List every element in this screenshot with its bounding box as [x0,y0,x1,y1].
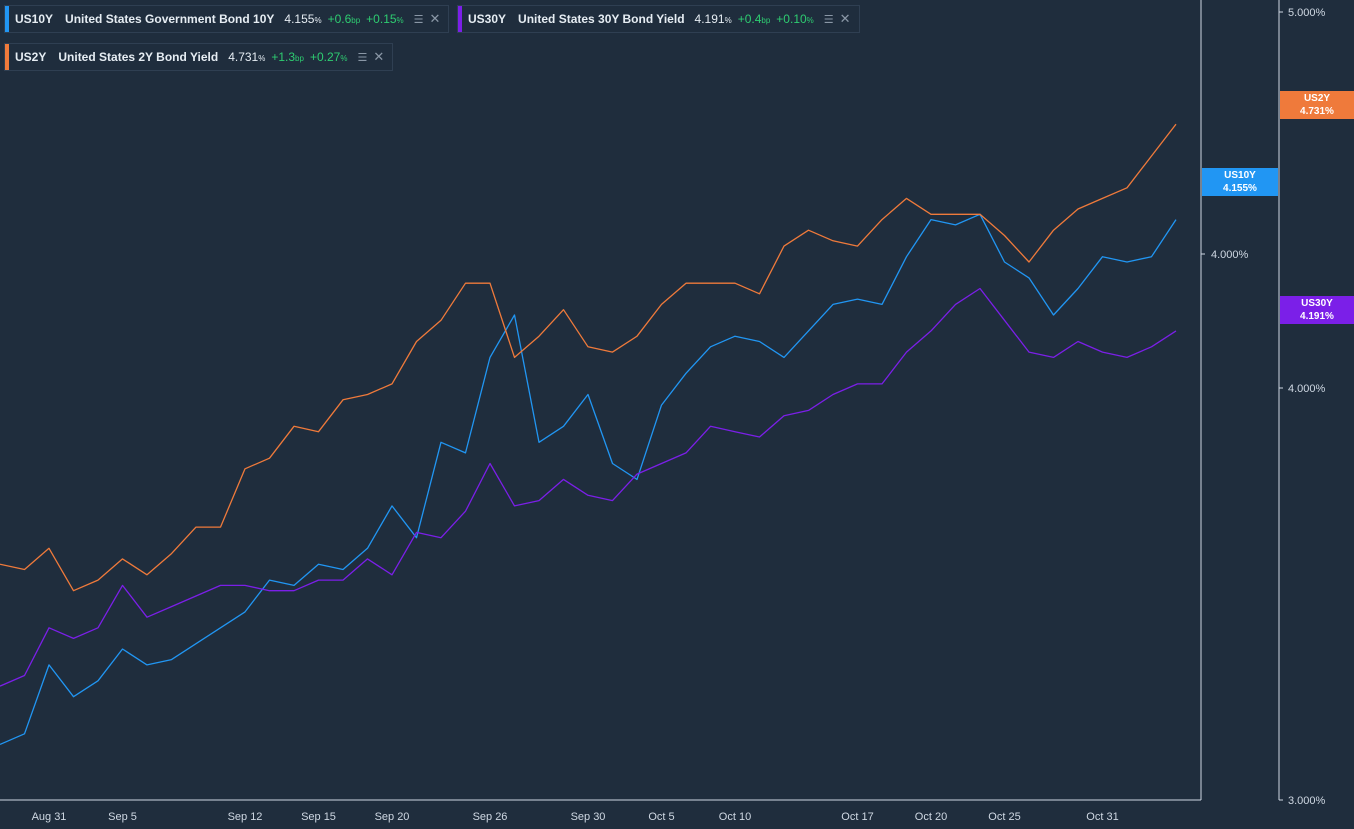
price-tag-us2y-symbol: US2Y [1303,93,1331,104]
price-tag-us30y-symbol: US30Y [1301,298,1333,309]
outer-axis-tick-label: 5.000% [1288,7,1326,19]
close-icon[interactable]: ✕ [839,11,851,26]
x-tick-label: Oct 20 [915,811,947,823]
legend-us10y-change-pct: +0.15% [366,12,404,26]
outer-axis-tick-label: 4.000% [1288,383,1326,395]
series-line-us30y[interactable] [0,287,1177,687]
x-tick-label: Sep 26 [473,811,508,823]
close-icon[interactable]: ✕ [373,49,385,64]
legend-us10y-name: United States Government Bond 10Y [65,12,275,26]
series-line-us2y[interactable] [0,123,1177,592]
price-tag-us30y: US30Y 4.191% [1280,296,1354,324]
legend-us2y-symbol[interactable]: US2Y [15,50,47,64]
legend-us30y-swatch [458,6,462,32]
settings-icon[interactable]: ☰ [413,13,424,26]
series-line-us10y[interactable] [0,213,1177,745]
x-tick-label: Oct 10 [719,811,751,823]
x-tick-label: Sep 5 [108,811,137,823]
legend-us30y-name: United States 30Y Bond Yield [518,12,685,26]
legend-us30y-value: 4.191% [694,12,732,26]
price-tag-us2y: US2Y 4.731% [1280,91,1354,119]
x-tick-label: Aug 31 [32,811,67,823]
time-axis[interactable]: Aug 31 Sep 5 Sep 12 Sep 15 Sep 20 Sep 26 Sep 3… [32,811,1119,823]
inner-axis-tick-label: 4.000% [1211,249,1249,261]
legend-us30y-change-pct: +0.10% [776,12,814,26]
settings-icon[interactable]: ☰ [357,51,368,64]
legend-us30y-symbol[interactable]: US30Y [468,12,507,26]
x-tick-label: Sep 15 [301,811,336,823]
legend-us10y-swatch [5,6,9,32]
legend-us2y-change-pct: +0.27% [309,50,348,64]
legend-us10y-change-bp: +0.6bp [327,12,361,26]
close-icon[interactable]: ✕ [429,11,441,26]
x-tick-label: Oct 31 [1086,811,1118,823]
inner-price-axis[interactable]: 4.000% [1201,249,1249,261]
x-tick-label: Sep 30 [571,811,606,823]
legend-us2y-swatch [5,44,9,70]
x-tick-label: Oct 17 [841,811,873,823]
legend-us10y[interactable]: US10Y United States Government Bond 10Y … [4,5,450,33]
legend-us2y[interactable]: US2Y United States 2Y Bond Yield 4.731% … [4,43,394,71]
plot-lines [0,123,1177,745]
x-tick-label: Sep 12 [228,811,263,823]
outer-axis-tick-label: 3.000% [1288,795,1326,807]
legend-us10y-symbol[interactable]: US10Y [15,12,54,26]
x-tick-label: Sep 20 [375,811,410,823]
legend-us2y-name: United States 2Y Bond Yield [58,50,219,64]
legend-us10y-value: 4.155% [284,12,322,26]
legend-us2y-change-bp: +1.3bp [271,50,304,64]
x-tick-label: Oct 5 [648,811,674,823]
settings-icon[interactable]: ☰ [823,13,834,26]
x-tick-label: Oct 25 [988,811,1020,823]
price-tag-us10y: US10Y 4.155% [1202,168,1278,196]
price-tag-us10y-value: 4.155% [1223,183,1257,194]
price-tag-us10y-symbol: US10Y [1224,170,1256,181]
price-tag-us30y-value: 4.191% [1300,311,1334,322]
legend-us30y-change-bp: +0.4bp [737,12,771,26]
legend-us30y[interactable]: US30Y United States 30Y Bond Yield 4.191… [457,5,860,33]
outer-price-axis[interactable]: 5.000% 4.000% 3.000% [1279,7,1326,807]
legend-us2y-value: 4.731% [228,50,266,64]
price-tag-us2y-value: 4.731% [1300,106,1334,117]
